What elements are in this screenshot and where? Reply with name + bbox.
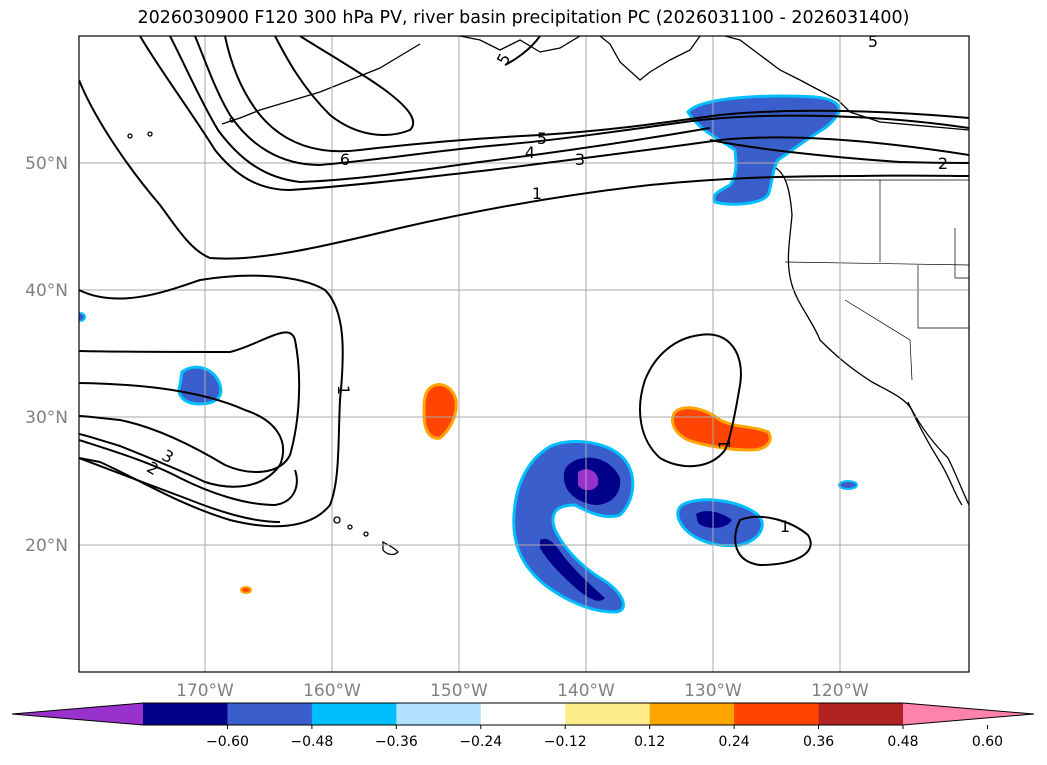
colorbar-tick-label: 0.12 xyxy=(634,734,665,750)
lon-label: 140°W xyxy=(557,681,615,701)
colorbar-outline xyxy=(11,702,1035,726)
contour-label: 2 xyxy=(938,154,948,173)
colorbar-tick-label: 0.36 xyxy=(803,734,834,750)
colorbar-tick-label: 0.48 xyxy=(887,734,918,750)
lon-label: 120°W xyxy=(811,681,869,701)
colorbar-tick-label: 0.24 xyxy=(719,734,750,750)
lon-label: 170°W xyxy=(176,681,234,701)
coastlines xyxy=(221,36,969,506)
colorbar-segment xyxy=(818,703,904,725)
colorbar-segment xyxy=(734,703,820,725)
pv-contours xyxy=(79,36,969,567)
contour-label: 3 xyxy=(575,150,585,169)
colorbar-tick-label: −0.12 xyxy=(544,734,587,750)
colorbar-tick-label: −0.24 xyxy=(459,734,502,750)
lon-labels: 170°W 160°W 150°W 140°W 130°W 120°W xyxy=(176,681,869,701)
precip-peak-central xyxy=(578,469,599,491)
state-borders xyxy=(784,179,969,381)
precip-core-central-tail xyxy=(540,538,605,601)
colorbar-tick-label: 0.60 xyxy=(972,734,1003,750)
precip-area-pacific-northwest xyxy=(686,94,841,206)
lon-label: 160°W xyxy=(303,681,361,701)
colorbar-segment xyxy=(143,703,228,725)
contour-label: 3 xyxy=(159,446,177,468)
lat-labels: 50°N 40°N 30°N 20°N xyxy=(25,154,68,556)
precip-spot-east xyxy=(838,480,858,490)
colorbar-segment xyxy=(227,703,313,725)
contour-label: 4 xyxy=(525,143,535,162)
lon-label: 130°W xyxy=(684,681,742,701)
colorbar-extend-low xyxy=(12,703,143,725)
colorbar-segment xyxy=(480,703,566,725)
colorbar: −0.60 −0.48 −0.36 −0.24 −0.12 0.12 0.24 0.36 0.4… xyxy=(11,702,1035,750)
lat-label: 40°N xyxy=(25,281,68,301)
gridlines xyxy=(79,36,969,672)
colorbar-segment xyxy=(311,703,397,725)
lat-label: 50°N xyxy=(25,154,68,174)
lat-label: 30°N xyxy=(25,408,68,428)
colorbar-extend-high xyxy=(903,703,1034,725)
map-area: 5 5 6 5 4 3 1 2 1 3 2 1 1 xyxy=(79,32,969,672)
precip-core-southeast xyxy=(696,511,732,528)
precip-filled-areas xyxy=(79,94,858,614)
contour-label: 6 xyxy=(340,150,350,169)
colorbar-segment xyxy=(565,703,651,725)
lat-label: 20°N xyxy=(25,536,68,556)
contour-label: 1 xyxy=(532,184,542,203)
map-frame xyxy=(78,35,970,673)
precip-spot-west-edge xyxy=(79,312,86,322)
lon-label: 150°W xyxy=(430,681,488,701)
contour-label: 5 xyxy=(537,129,547,148)
contour-label: 1 xyxy=(334,385,353,395)
contour-label: 5 xyxy=(868,32,878,51)
contour-label: 5 xyxy=(493,50,515,68)
colorbar-segment xyxy=(396,703,482,725)
contour-label: 1 xyxy=(715,439,734,449)
colorbar-tick-label: −0.48 xyxy=(290,734,333,750)
precip-positive-spot-south xyxy=(240,586,252,594)
colorbar-tick-label: −0.60 xyxy=(206,734,249,750)
precip-positive-area-central xyxy=(422,383,458,440)
colorbar-segment xyxy=(649,703,735,725)
colorbar-tick-label: −0.36 xyxy=(375,734,418,750)
map-title: 2026030900 F120 300 hPa PV, river basin … xyxy=(137,8,910,28)
contour-label: 1 xyxy=(780,517,790,536)
